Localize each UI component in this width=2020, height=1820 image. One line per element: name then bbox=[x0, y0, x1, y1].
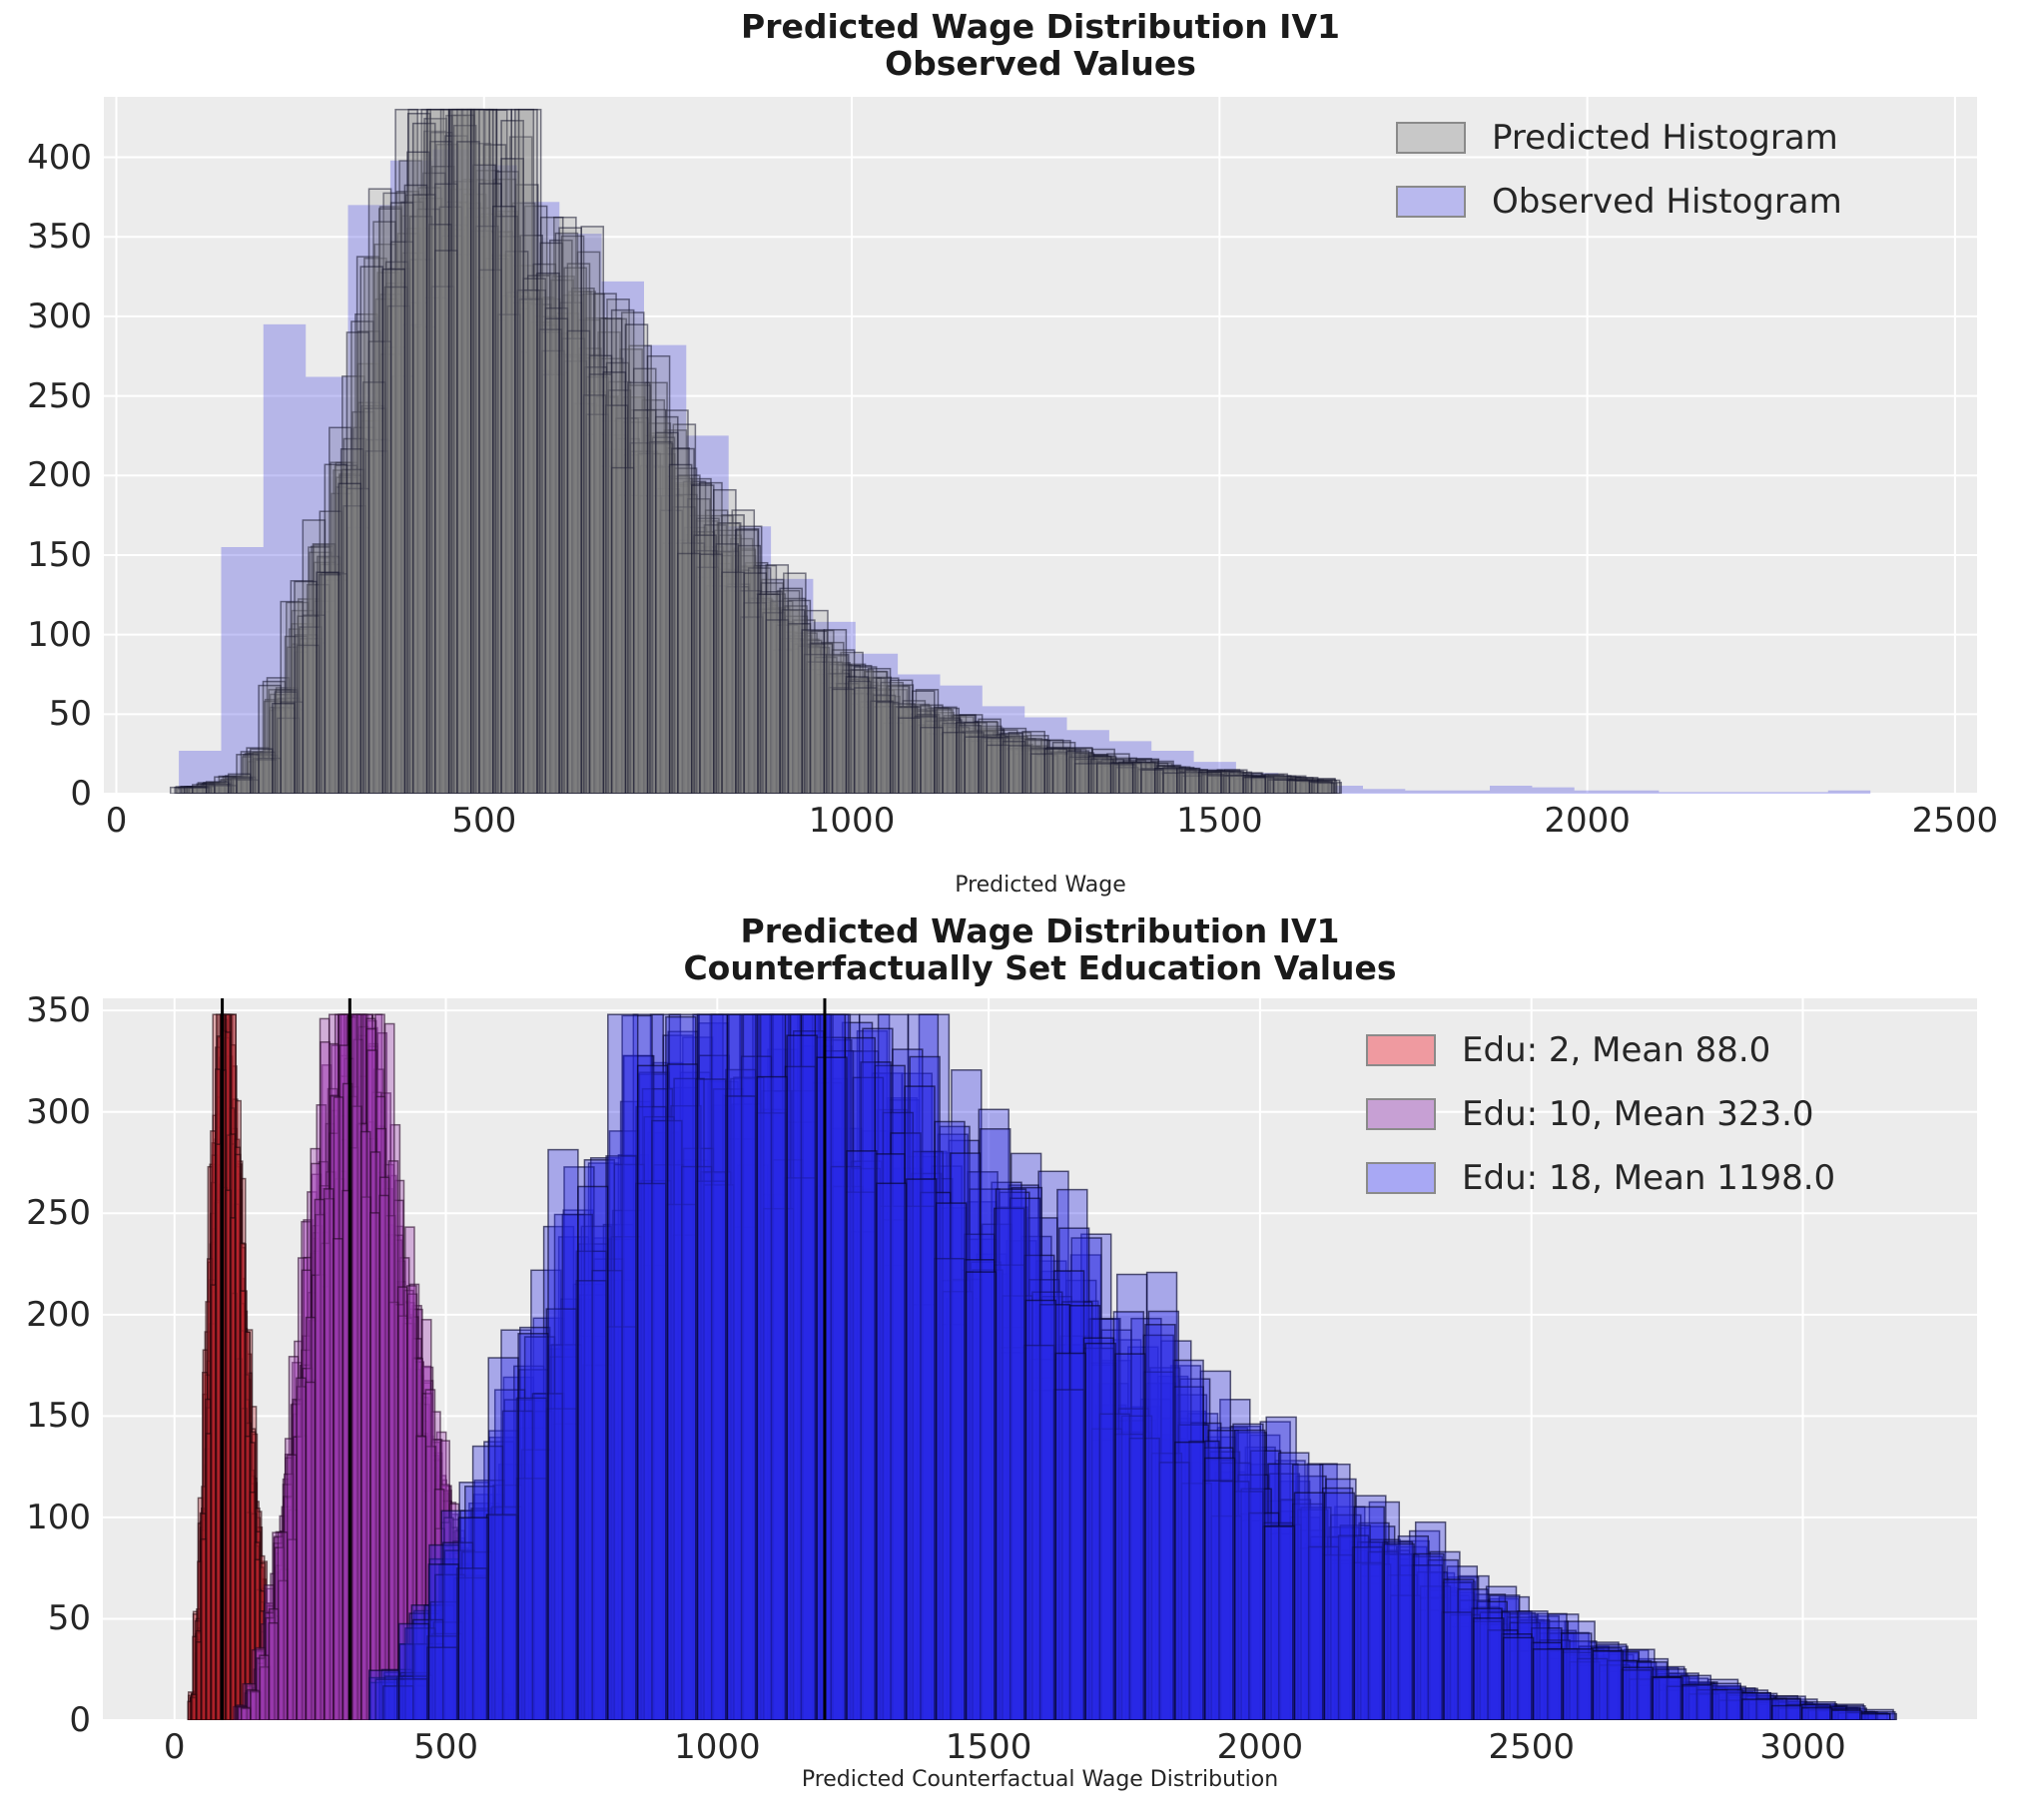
y-tick-label: 400 bbox=[27, 137, 92, 178]
x-tick-label: 1500 bbox=[1176, 801, 1263, 841]
bottom-chart-title: Predicted Wage Distribution IV1 Counterf… bbox=[683, 911, 1397, 987]
edu-18-swatch bbox=[1366, 1162, 1436, 1194]
legend-label-predicted: Predicted Histogram bbox=[1492, 118, 1838, 158]
y-tick-label: 300 bbox=[26, 1091, 91, 1132]
legend-entry-edu-2: Edu: 2, Mean 88.0 bbox=[1366, 1030, 1835, 1070]
top-x-axis-label: Predicted Wage bbox=[955, 873, 1126, 898]
x-tick-label: 1000 bbox=[808, 801, 896, 841]
legend-label-edu-10: Edu: 10, Mean 323.0 bbox=[1462, 1094, 1814, 1134]
x-tick-label: 0 bbox=[163, 1727, 186, 1767]
legend-entry-edu-10: Edu: 10, Mean 323.0 bbox=[1366, 1094, 1835, 1134]
bottom-histogram-canvas bbox=[103, 998, 1977, 1720]
y-tick-label: 350 bbox=[26, 990, 91, 1031]
bottom-legend: Edu: 2, Mean 88.0 Edu: 10, Mean 323.0 Ed… bbox=[1366, 1030, 1835, 1222]
top-legend: Predicted Histogram Observed Histogram bbox=[1396, 118, 1842, 246]
x-tick-label: 3000 bbox=[1759, 1727, 1846, 1767]
bottom-plot-area bbox=[103, 998, 1977, 1720]
x-tick-label: 1500 bbox=[945, 1727, 1032, 1767]
y-tick-label: 50 bbox=[48, 694, 92, 735]
y-tick-label: 350 bbox=[27, 217, 92, 258]
y-tick-label: 250 bbox=[27, 375, 92, 416]
y-tick-label: 200 bbox=[26, 1294, 91, 1335]
top-plot-area bbox=[104, 97, 1977, 794]
top-chart-title: Predicted Wage Distribution IV1 Observed… bbox=[741, 7, 1340, 83]
legend-label-edu-2: Edu: 2, Mean 88.0 bbox=[1462, 1030, 1771, 1070]
x-tick-label: 0 bbox=[105, 801, 128, 841]
y-tick-label: 150 bbox=[27, 534, 92, 575]
legend-label-edu-18: Edu: 18, Mean 1198.0 bbox=[1462, 1158, 1836, 1198]
x-tick-label: 2500 bbox=[1911, 801, 1999, 841]
x-tick-label: 1000 bbox=[674, 1727, 761, 1767]
legend-entry-edu-18: Edu: 18, Mean 1198.0 bbox=[1366, 1158, 1835, 1198]
x-tick-label: 2000 bbox=[1216, 1727, 1304, 1767]
y-tick-label: 250 bbox=[26, 1193, 91, 1234]
x-tick-label: 500 bbox=[413, 1727, 478, 1767]
y-tick-label: 0 bbox=[70, 774, 92, 814]
x-tick-label: 2500 bbox=[1488, 1727, 1575, 1767]
x-tick-label: 500 bbox=[451, 801, 517, 841]
y-tick-label: 100 bbox=[26, 1497, 91, 1537]
observed-histogram-swatch bbox=[1396, 186, 1466, 218]
x-tick-label: 2000 bbox=[1544, 801, 1631, 841]
predicted-histogram-swatch bbox=[1396, 122, 1466, 154]
y-tick-label: 150 bbox=[26, 1396, 91, 1437]
legend-entry-observed: Observed Histogram bbox=[1396, 182, 1842, 222]
edu-10-swatch bbox=[1366, 1098, 1436, 1130]
y-tick-label: 50 bbox=[47, 1598, 91, 1639]
y-tick-label: 300 bbox=[27, 296, 92, 336]
legend-entry-predicted: Predicted Histogram bbox=[1396, 118, 1842, 158]
y-tick-label: 100 bbox=[27, 614, 92, 655]
y-tick-label: 0 bbox=[69, 1700, 91, 1740]
top-histogram-canvas bbox=[104, 97, 1977, 794]
bottom-x-axis-label: Predicted Counterfactual Wage Distributi… bbox=[801, 1767, 1279, 1792]
legend-label-observed: Observed Histogram bbox=[1492, 182, 1842, 222]
y-tick-label: 200 bbox=[27, 455, 92, 496]
edu-2-swatch bbox=[1366, 1034, 1436, 1066]
